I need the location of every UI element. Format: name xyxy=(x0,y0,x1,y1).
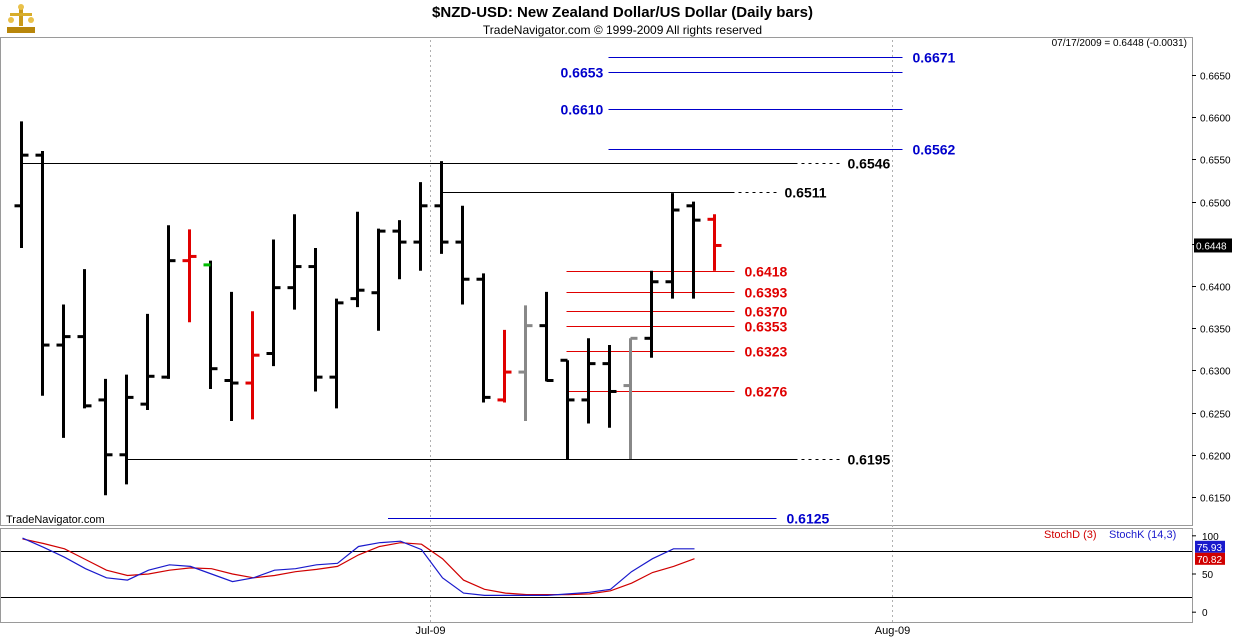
stoch-k-value: 75.93 xyxy=(1197,543,1222,554)
level-label: 0.6671 xyxy=(913,50,956,66)
stoch-k-value-box xyxy=(1195,540,1225,553)
indicator-panel-frame xyxy=(0,528,1193,623)
chart-title: $NZD-USD: New Zealand Dollar/US Dollar (… xyxy=(432,4,813,21)
price-panel-frame xyxy=(0,37,1193,526)
y-tick-label: 0.6400 xyxy=(1200,283,1231,294)
y-tick-label: 0.6250 xyxy=(1200,410,1231,421)
y-tick-label: 0.6600 xyxy=(1200,114,1231,125)
y-tick-label: 0.6200 xyxy=(1200,452,1231,463)
level-label: 0.6393 xyxy=(745,285,788,301)
stoch-d-line xyxy=(22,538,695,596)
indicator-y-tick-label: 0 xyxy=(1202,608,1208,619)
level-label: 0.6562 xyxy=(913,142,956,158)
trade-navigator-logo-icon xyxy=(7,4,35,33)
indicator-y-tick-label: 50 xyxy=(1202,570,1214,581)
x-tick-label: Jul-09 xyxy=(416,625,446,637)
level-label: 0.6125 xyxy=(787,511,830,527)
stoch-k-legend: StochK (14,3) xyxy=(1109,529,1177,541)
y-tick-label: 0.6650 xyxy=(1200,72,1231,83)
last-price-box xyxy=(1194,238,1232,253)
stoch-d-legend: StochD (3) xyxy=(1044,529,1097,541)
price-readout: 07/17/2009 = 0.6448 (-0.0031) xyxy=(1051,38,1187,49)
level-label: 0.6653 xyxy=(561,65,604,81)
stoch-d-value: 70.82 xyxy=(1197,555,1222,566)
level-label: 0.6511 xyxy=(785,185,827,201)
level-label: 0.6195 xyxy=(848,452,891,468)
level-label: 0.6418 xyxy=(745,264,788,280)
y-tick-label: 0.6550 xyxy=(1200,156,1231,167)
indicator-y-tick-label: 100 xyxy=(1202,532,1219,543)
y-tick-label: 0.6500 xyxy=(1200,199,1231,210)
y-tick-label: 0.6350 xyxy=(1200,325,1231,336)
level-label: 0.6323 xyxy=(745,344,788,360)
level-label: 0.6353 xyxy=(745,319,788,335)
level-label: 0.6546 xyxy=(848,156,891,172)
y-tick-label: 0.6150 xyxy=(1200,494,1231,505)
level-label: 0.6276 xyxy=(745,384,788,400)
last-price-label: 0.6448 xyxy=(1196,241,1227,252)
y-tick-label: 0.6300 xyxy=(1200,367,1231,378)
level-label: 0.6610 xyxy=(561,102,604,118)
x-tick-label: Aug-09 xyxy=(875,625,910,637)
brand-label: TradeNavigator.com xyxy=(6,514,105,526)
stoch-d-value-box xyxy=(1195,552,1225,565)
chart-subtitle: TradeNavigator.com © 1999-2009 All right… xyxy=(482,23,763,37)
level-label: 0.6370 xyxy=(745,304,788,320)
stoch-k-line xyxy=(22,537,695,597)
